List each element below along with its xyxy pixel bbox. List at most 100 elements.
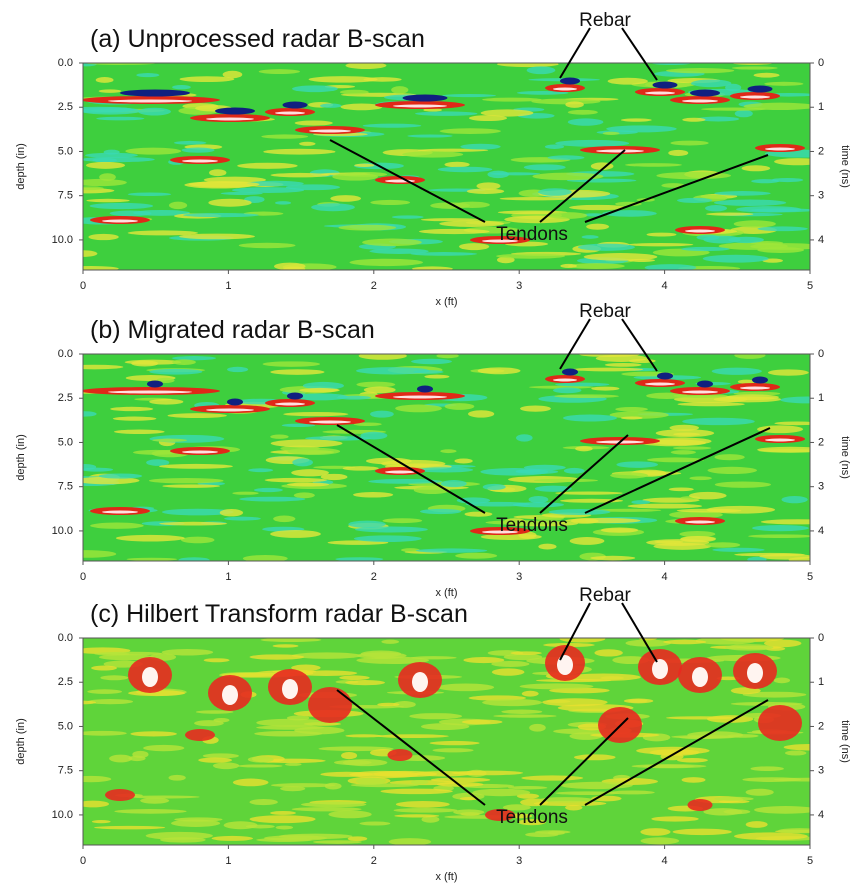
texture: [145, 831, 213, 840]
reflection: [185, 729, 215, 741]
texture: [565, 101, 584, 108]
texture: [520, 405, 551, 412]
texture: [305, 436, 371, 441]
texture: [757, 226, 808, 232]
texture: [591, 386, 620, 391]
texture: [774, 421, 810, 426]
reflection-white: [765, 438, 795, 442]
texture: [313, 840, 362, 844]
texture: [412, 266, 453, 270]
tendons-label: Tendons: [496, 224, 568, 245]
texture: [666, 716, 735, 720]
texture: [487, 170, 510, 179]
texture: [189, 181, 260, 188]
y-axis-label: depth (in): [15, 143, 27, 189]
texture: [84, 152, 138, 158]
texture: [132, 449, 179, 455]
texture: [339, 89, 369, 95]
plot-frame: [82, 353, 811, 562]
texture: [651, 816, 699, 822]
texture: [570, 518, 599, 524]
texture: [222, 70, 243, 79]
tendon-pointer: [336, 689, 486, 806]
texture: [538, 188, 572, 196]
texture: [566, 673, 641, 681]
tendon-pointer: [584, 427, 771, 514]
texture: [485, 520, 558, 525]
reflection-white: [682, 99, 718, 103]
texture: [292, 393, 349, 401]
texture: [444, 161, 470, 168]
texture: [110, 406, 154, 412]
texture: [677, 197, 713, 203]
texture: [771, 177, 804, 183]
texture: [624, 163, 683, 167]
texture: [162, 484, 220, 488]
texture: [339, 675, 370, 681]
reflection-white: [108, 390, 192, 394]
texture: [437, 166, 493, 173]
texture: [706, 212, 754, 216]
texture: [293, 492, 315, 499]
texture: [220, 191, 263, 195]
texture: [753, 72, 780, 78]
reflection-dark: [402, 94, 448, 102]
texture: [376, 734, 449, 739]
texture: [741, 165, 771, 172]
texture: [179, 233, 255, 240]
x-tick-label: 0: [80, 571, 86, 583]
texture: [679, 736, 720, 740]
texture: [459, 243, 490, 251]
texture: [682, 417, 755, 426]
texture: [707, 466, 757, 474]
texture: [83, 411, 97, 417]
x-axis-label: x (ft): [436, 296, 458, 308]
texture: [534, 830, 571, 834]
texture: [249, 798, 278, 806]
texture: [370, 199, 411, 206]
texture: [413, 486, 451, 494]
y-axis-label: depth (in): [15, 718, 27, 764]
texture: [677, 402, 745, 407]
texture: [538, 797, 594, 803]
reflection-dark: [747, 85, 773, 93]
texture: [91, 665, 117, 671]
texture: [258, 69, 301, 75]
texture: [168, 201, 188, 210]
texture: [510, 651, 542, 655]
texture: [705, 542, 741, 548]
texture: [161, 648, 214, 656]
radar-image: [83, 638, 810, 845]
texture: [332, 172, 379, 181]
texture: [161, 508, 234, 516]
y-tick-label: 7.5: [58, 765, 73, 777]
texture: [609, 790, 655, 795]
texture: [647, 457, 705, 463]
texture: [239, 496, 306, 502]
texture: [727, 734, 759, 738]
texture: [773, 677, 791, 684]
texture: [198, 757, 233, 763]
texture: [757, 247, 805, 253]
texture: [302, 381, 345, 390]
y-tick-label: 7.5: [58, 481, 73, 493]
texture: [690, 79, 732, 88]
texture: [356, 367, 430, 375]
texture: [711, 367, 762, 375]
texture: [548, 508, 611, 516]
texture: [410, 779, 429, 785]
texture: [563, 414, 617, 422]
texture: [83, 800, 110, 808]
texture: [568, 263, 625, 269]
texture: [567, 109, 598, 115]
texture: [103, 149, 120, 155]
texture: [696, 234, 720, 241]
texture: [149, 434, 225, 443]
texture: [716, 676, 740, 681]
texture: [377, 702, 400, 707]
texture: [114, 809, 187, 814]
texture: [501, 709, 543, 714]
texture: [249, 654, 305, 660]
y2-tick-label: 4: [818, 809, 824, 821]
texture: [583, 253, 658, 261]
